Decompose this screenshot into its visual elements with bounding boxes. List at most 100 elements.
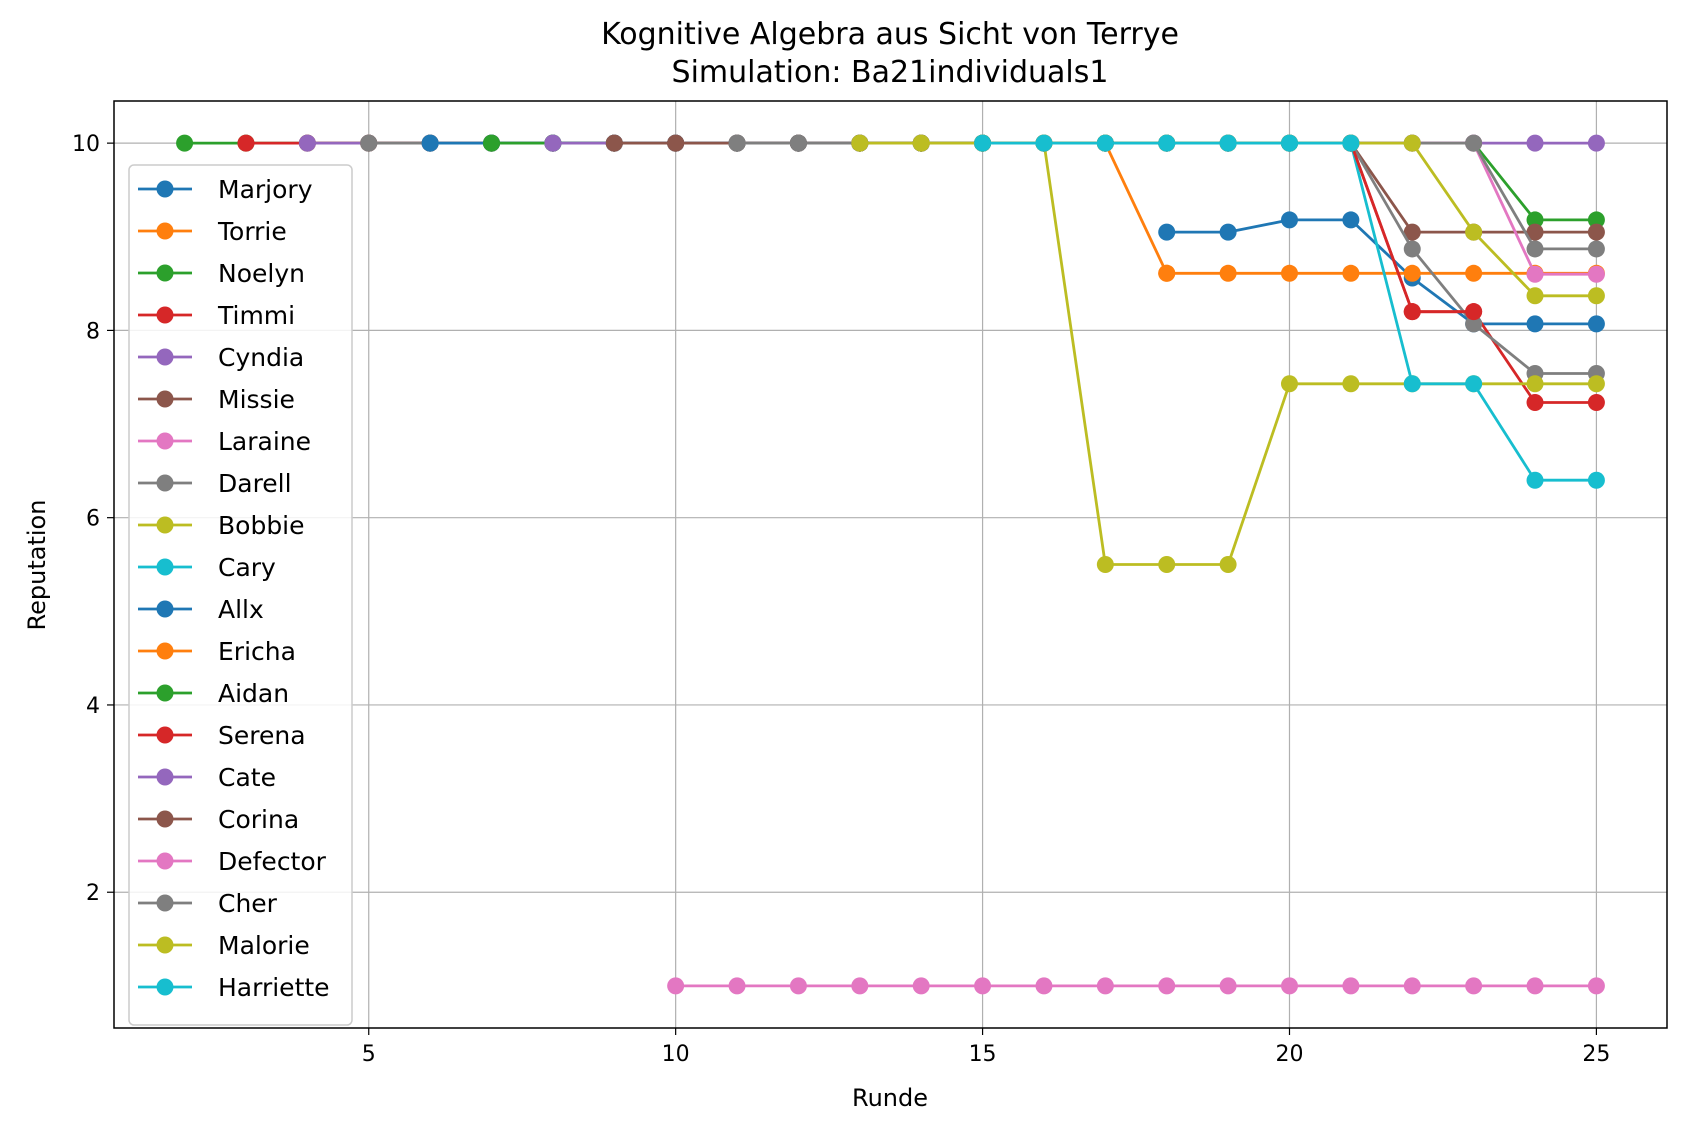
data-point (1526, 265, 1544, 283)
data-point (1403, 223, 1421, 241)
data-point (1465, 303, 1483, 321)
legend-entry: Darell (138, 469, 292, 498)
data-point (851, 977, 869, 995)
series-line (1044, 141, 1597, 276)
data-point (1465, 134, 1483, 152)
legend-marker (156, 642, 174, 660)
data-point (851, 134, 869, 152)
legend-entry: Harriette (138, 973, 330, 1002)
series-line (1166, 218, 1597, 326)
data-point (1587, 977, 1605, 995)
legend-entry: Laraine (138, 427, 311, 456)
data-point (298, 134, 316, 152)
data-point (1342, 264, 1360, 282)
data-point (605, 134, 623, 152)
series-laraine (1035, 134, 1605, 283)
legend-label: Missie (218, 385, 295, 414)
legend-box (128, 164, 353, 1026)
legend-label: Bobbie (218, 511, 305, 540)
data-point (789, 977, 807, 995)
x-tick-label: 15 (969, 1042, 997, 1067)
chart-title: Kognitive Algebra aus Sicht von Terrye (601, 17, 1179, 52)
data-point (544, 134, 562, 152)
data-point (1526, 211, 1544, 229)
y-axis-label: Reputation (23, 500, 51, 631)
data-point (1526, 315, 1544, 333)
plot-frame (113, 100, 1668, 1029)
chart-subtitle: Simulation: Ba21individuals1 (672, 55, 1109, 90)
data-point (1158, 556, 1176, 573)
data-point (1158, 264, 1176, 282)
data-point (1403, 375, 1421, 393)
data-point (1342, 134, 1360, 152)
data-point (176, 134, 194, 152)
data-point (1342, 977, 1360, 995)
series-ericha (974, 134, 1176, 282)
data-point (1587, 265, 1605, 283)
legend-label: Serena (218, 721, 306, 750)
data-point (1403, 240, 1421, 258)
legend-label: Allx (218, 595, 264, 624)
series-defector (667, 977, 1605, 995)
x-tick-label: 20 (1275, 1042, 1303, 1067)
series-noelyn (176, 134, 1605, 229)
data-point (1465, 375, 1483, 393)
data-point (1587, 223, 1605, 241)
legend-marker (156, 390, 174, 408)
data-point (1526, 223, 1544, 241)
data-point (1035, 977, 1053, 995)
legend-marker (156, 894, 174, 912)
data-point (1158, 223, 1176, 241)
legend-label: Cate (218, 763, 276, 792)
legend-entry: Serena (138, 721, 306, 750)
data-point (1403, 303, 1421, 321)
axis-ticks: 5 10 15 20 25 2 4 6 8 10 (72, 132, 1610, 1067)
data-point (1342, 211, 1360, 229)
data-point (667, 977, 685, 995)
data-point (1096, 556, 1114, 573)
data-point (1280, 211, 1298, 229)
legend: Marjory Torrie Noelyn Timmi Cyndia Missie Lara… (128, 164, 353, 1026)
data-point (1096, 977, 1114, 995)
data-point (1158, 977, 1176, 995)
legend-label: Defector (218, 847, 327, 876)
legend-marker (156, 432, 174, 450)
legend-label: Aidan (218, 679, 289, 708)
legend-marker (156, 474, 174, 492)
legend-marker (156, 726, 174, 744)
series-harriette (974, 134, 1360, 152)
legend-entry: Missie (138, 385, 295, 414)
legend-entry: Noelyn (138, 259, 305, 288)
legend-label: Noelyn (218, 259, 305, 288)
legend-marker (156, 978, 174, 996)
data-point (1465, 264, 1483, 282)
data-point (1587, 211, 1605, 229)
data-point (1526, 287, 1544, 305)
data-point (1526, 375, 1544, 393)
legend-label: Malorie (218, 931, 310, 960)
data-point (1526, 240, 1544, 258)
data-point (1587, 134, 1605, 152)
data-point (728, 977, 746, 995)
data-point (1280, 134, 1298, 152)
y-tick-label: 8 (86, 319, 100, 344)
legend-entry: Aidan (138, 679, 289, 708)
legend-marker (156, 348, 174, 366)
data-point (1465, 977, 1483, 995)
data-point (237, 134, 255, 152)
legend-marker (156, 306, 174, 324)
data-point (1403, 264, 1421, 282)
x-tick-label: 25 (1582, 1042, 1610, 1067)
data-point (1096, 134, 1114, 152)
legend-marker (156, 558, 174, 576)
data-point (1465, 223, 1483, 241)
data-point (728, 134, 746, 152)
legend-entry: Cate (138, 763, 276, 792)
data-point (1280, 264, 1298, 282)
data-point (483, 134, 501, 152)
data-point (421, 134, 439, 152)
legend-entry: Defector (138, 847, 327, 876)
legend-entry: Malorie (138, 931, 310, 960)
legend-marker (156, 936, 174, 954)
